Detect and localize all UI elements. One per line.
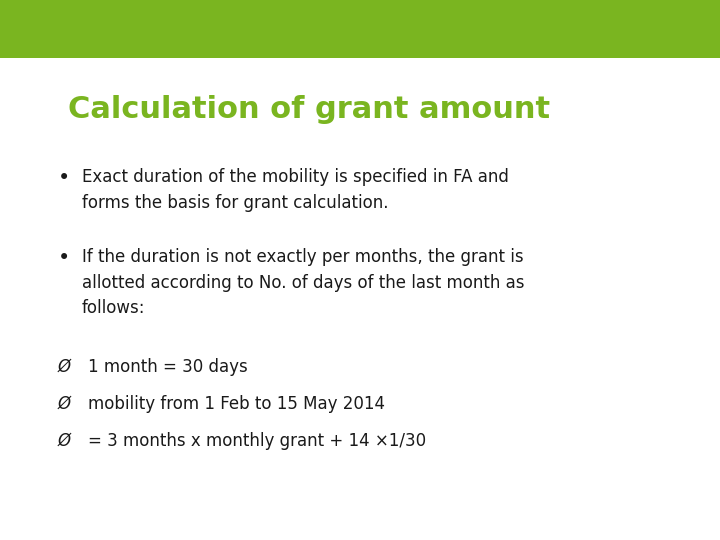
Text: Ø: Ø: [58, 395, 71, 413]
Text: Ø: Ø: [58, 432, 71, 450]
Text: •: •: [58, 248, 71, 268]
Text: 1 month = 30 days: 1 month = 30 days: [88, 358, 248, 376]
Text: •: •: [58, 168, 71, 188]
Text: Exact duration of the mobility is specified in FA and
forms the basis for grant : Exact duration of the mobility is specif…: [82, 168, 509, 212]
Bar: [0, 0, 720, 58]
Text: Calculation of grant amount: Calculation of grant amount: [68, 95, 550, 124]
Text: mobility from 1 Feb to 15 May 2014: mobility from 1 Feb to 15 May 2014: [88, 395, 385, 413]
Text: Ø: Ø: [58, 358, 71, 376]
Text: = 3 months x monthly grant + 14 ×1/30: = 3 months x monthly grant + 14 ×1/30: [88, 432, 426, 450]
Text: If the duration is not exactly per months, the grant is
allotted according to No: If the duration is not exactly per month…: [82, 248, 524, 318]
